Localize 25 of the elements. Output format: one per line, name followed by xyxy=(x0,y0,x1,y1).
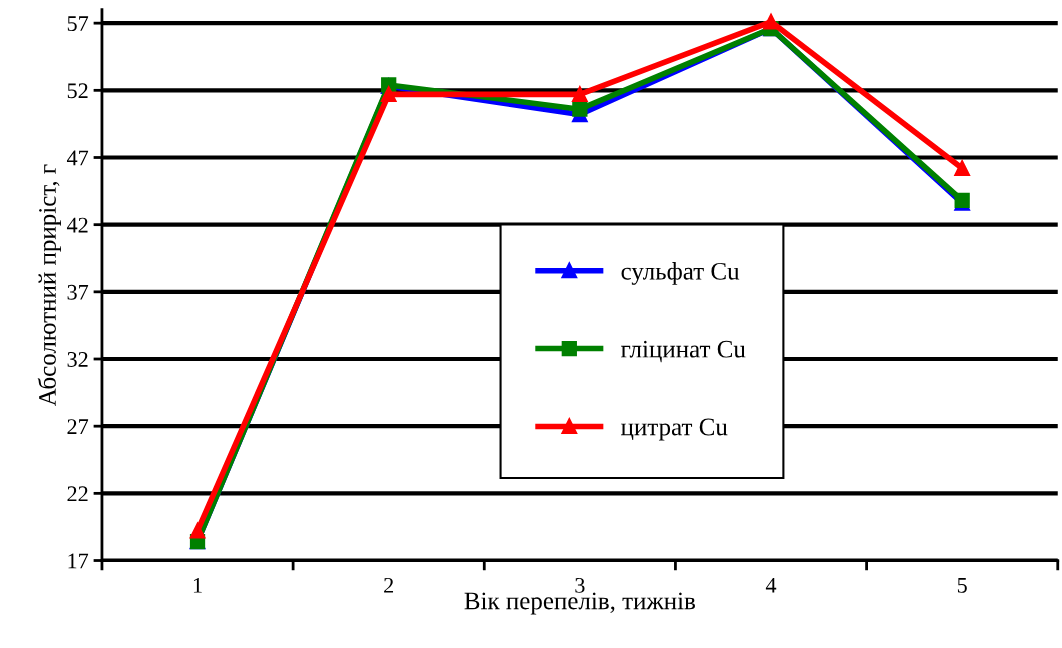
x-tick-label: 2 xyxy=(384,577,394,593)
x-tick-label: 5 xyxy=(957,578,967,593)
y-tick-label: 57 xyxy=(67,16,89,32)
point xyxy=(381,86,397,102)
point xyxy=(572,101,588,117)
point xyxy=(572,86,588,102)
legend-label: сульфат Cu xyxy=(621,262,740,285)
y-tick-label: 17 xyxy=(68,553,89,569)
y-tick-label: 32 xyxy=(67,352,88,367)
point xyxy=(189,523,206,539)
y-tick-label: 52 xyxy=(67,83,88,99)
y-axis-title: Абсолютний приріст, г xyxy=(37,164,61,407)
y-tick-label: 37 xyxy=(67,284,89,300)
y-tick-label: 22 xyxy=(67,486,88,502)
y-tick-label: 47 xyxy=(66,150,89,166)
legend-label: цитрат Cu xyxy=(621,418,728,441)
point xyxy=(954,160,970,176)
x-tick-label: 1 xyxy=(193,577,202,593)
x-tick-label: 4 xyxy=(765,577,777,593)
y-tick-label: 27 xyxy=(67,419,89,434)
legend-label: гліцинат Cu xyxy=(621,340,746,363)
x-axis-title: Вік перепелів, тижнів xyxy=(464,592,695,615)
y-tick-label: 42 xyxy=(66,217,88,233)
point xyxy=(763,14,779,30)
x-tick-label: 3 xyxy=(575,577,585,593)
